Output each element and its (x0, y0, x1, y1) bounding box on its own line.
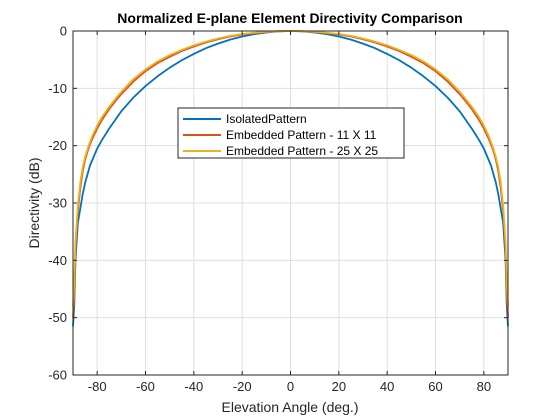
ticks-layer: -80 -60 -40 -20 0 20 40 60 80 0 -10 -20 -30 -40 -50 -60 (48, 24, 508, 394)
x-tick-label: 0 (287, 379, 294, 394)
x-tick-label: -40 (184, 379, 203, 394)
legend-label-1: Embedded Pattern - 11 X 11 (226, 128, 377, 142)
legend-box (177, 107, 405, 159)
x-tick-label: 20 (332, 379, 346, 394)
y-tick-label: -60 (48, 368, 67, 383)
legend-label-2: Embedded Pattern - 25 X 25 (226, 144, 378, 158)
x-tick-label: 80 (477, 379, 491, 394)
x-tick-label: 60 (428, 379, 442, 394)
x-axis-label: Elevation Angle (deg.) (222, 399, 359, 415)
y-tick-label: -20 (48, 138, 67, 153)
legend-label-0: IsolatedPattern (226, 112, 307, 126)
x-tick-label: -20 (233, 379, 252, 394)
legend-entries: IsolatedPattern Embedded Pattern - 11 X 1… (183, 112, 378, 158)
y-tick-label: -30 (48, 196, 67, 211)
y-tick-label: -40 (48, 253, 67, 268)
y-axis-label: Directivity (dB) (26, 157, 42, 248)
y-tick-label: -50 (48, 310, 67, 325)
x-tick-label: -60 (136, 379, 155, 394)
y-tick-label: -10 (48, 81, 67, 96)
x-tick-label: -80 (88, 379, 107, 394)
x-tick-label: 40 (380, 379, 394, 394)
legend: IsolatedPattern Embedded Pattern - 11 X 1… (177, 107, 405, 159)
y-tick-label: 0 (60, 24, 67, 39)
chart-title: Normalized E-plane Element Directivity C… (117, 10, 462, 26)
